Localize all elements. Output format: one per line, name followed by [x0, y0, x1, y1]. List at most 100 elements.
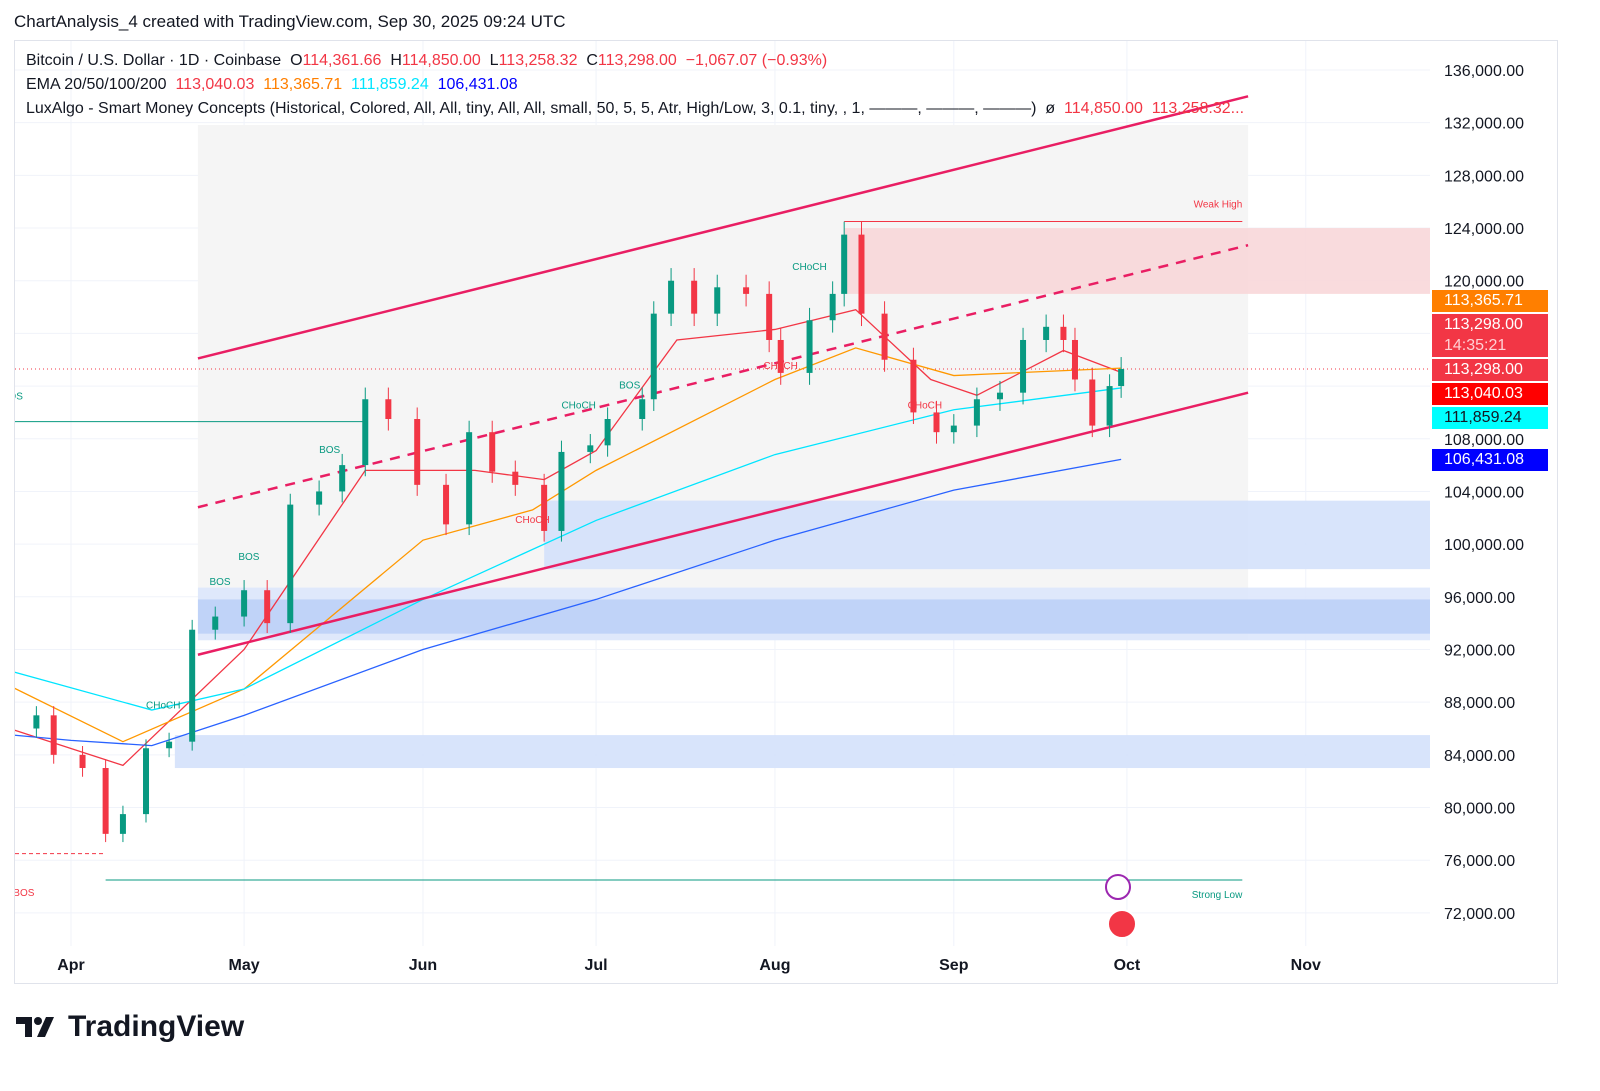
- ema-name[interactable]: EMA 20/50/100/200: [26, 76, 167, 93]
- chart-frame[interactable]: [14, 40, 1558, 984]
- x-tick-label: Oct: [1114, 957, 1141, 974]
- candle-body: [1106, 386, 1113, 426]
- candle-body: [996, 392, 1003, 400]
- structure-label: CHoCH: [763, 361, 797, 372]
- y-tick-label: 108,000.00: [1444, 432, 1524, 449]
- candle-body: [650, 313, 657, 400]
- candle-body: [604, 419, 611, 446]
- symbol-name[interactable]: Bitcoin / U.S. Dollar · 1D · Coinbase: [26, 52, 282, 69]
- price-scale-label: 113,040.03: [1432, 383, 1548, 405]
- candle-body: [858, 234, 865, 314]
- candle-body: [933, 412, 940, 433]
- structure-label: BOS: [209, 577, 230, 588]
- candle-body: [973, 399, 980, 426]
- candle-body: [1060, 326, 1067, 340]
- smc-symbol: ø: [1045, 100, 1056, 117]
- candle-body: [714, 287, 721, 314]
- candle-body: [512, 471, 519, 485]
- level-label: Strong Low: [1192, 890, 1243, 901]
- tradingview-logo[interactable]: TradingView: [16, 1010, 244, 1044]
- price-scale-label: 113,298.00: [1432, 359, 1548, 381]
- smc-legend: LuxAlgo - Smart Money Concepts (Historic…: [26, 100, 1244, 118]
- low-value: 113,258.32: [498, 52, 578, 69]
- candle-body: [385, 399, 392, 420]
- candle-body: [639, 399, 646, 420]
- candle-body: [558, 451, 565, 531]
- y-tick-label: 96,000.00: [1444, 590, 1515, 607]
- high-value: 114,850.00: [401, 52, 481, 69]
- candle-body: [950, 425, 957, 433]
- order-block-zone: [844, 228, 1430, 294]
- y-tick-label: 124,000.00: [1444, 221, 1524, 238]
- candle-body: [50, 715, 57, 755]
- x-tick-label: Aug: [759, 957, 790, 974]
- high-label: H: [390, 52, 402, 69]
- candle-body: [777, 339, 784, 373]
- candle-body: [743, 287, 750, 294]
- candle-body: [119, 814, 126, 834]
- structure-label: CHoCH: [515, 515, 549, 526]
- price-scale-label: 113,298.00: [1432, 314, 1548, 336]
- ema50-value: 113,365.71: [263, 76, 343, 93]
- candle-body: [241, 590, 248, 617]
- channel-upper-line: [197, 95, 1249, 360]
- ema200-value: 106,431.08: [437, 76, 518, 93]
- x-tick-label: May: [229, 957, 260, 974]
- smc-name[interactable]: LuxAlgo - Smart Money Concepts (Historic…: [26, 100, 1037, 117]
- structure-label: BOS: [619, 381, 640, 392]
- candle-body: [414, 419, 421, 485]
- candle-body: [212, 616, 219, 630]
- ema-legend: EMA 20/50/100/200 113,040.03 113,365.71 …: [26, 76, 518, 94]
- y-tick-label: 80,000.00: [1444, 801, 1515, 818]
- order-block-zone: [197, 599, 1430, 634]
- plot-area: Weak High Strong Low BOS BOS CHoCH BOS BOS BOS C…: [15, 41, 1430, 946]
- candle-body: [316, 491, 323, 505]
- ema20-value: 113,040.03: [175, 76, 255, 93]
- level-label: Weak High: [1194, 199, 1243, 210]
- candle-body: [1071, 339, 1078, 380]
- ema-200-line: [15, 458, 1122, 747]
- candle-body: [264, 590, 271, 624]
- close-value: 113,298.00: [597, 52, 677, 69]
- us-flag-icon: [1107, 909, 1137, 939]
- y-tick-label: 104,000.00: [1444, 484, 1524, 501]
- change-value: −1,067.07 (−0.93%): [685, 52, 828, 69]
- candle-body: [466, 432, 473, 525]
- candle-body: [1118, 368, 1125, 387]
- candle-body: [362, 399, 369, 466]
- candle-body: [1043, 326, 1050, 340]
- ema-100-line: [15, 387, 1122, 711]
- y-tick-label: 72,000.00: [1444, 906, 1515, 923]
- candle-body: [881, 313, 888, 360]
- y-tick-label: 132,000.00: [1444, 116, 1524, 133]
- y-tick-label: 84,000.00: [1444, 748, 1515, 765]
- event-icon: [1105, 874, 1131, 900]
- candle-body: [287, 504, 294, 624]
- order-block-zone: [544, 500, 1430, 570]
- structure-label: CHoCH: [908, 400, 942, 411]
- x-tick-label: Apr: [57, 957, 85, 974]
- candle-body: [102, 768, 109, 834]
- candle-body: [541, 484, 548, 531]
- y-tick-label: 120,000.00: [1444, 274, 1524, 291]
- smc-value-1: 114,850.00: [1064, 100, 1143, 117]
- candle-body: [1089, 379, 1096, 426]
- candle-body: [189, 629, 196, 742]
- x-tick-label: Sep: [939, 957, 969, 974]
- price-scale-label: 106,431.08: [1432, 449, 1548, 471]
- price-scale-label: 14:35:21: [1432, 335, 1548, 357]
- logo-text: TradingView: [68, 1010, 245, 1043]
- chart-title: ChartAnalysis_4 created with TradingView…: [14, 12, 566, 31]
- x-tick-label: Jun: [409, 957, 437, 974]
- candle-body: [691, 280, 698, 314]
- y-tick-label: 88,000.00: [1444, 695, 1515, 712]
- structure-label: CHoCH: [792, 262, 826, 273]
- x-tick-label: Nov: [1291, 957, 1321, 974]
- price-scale-label: 113,365.71: [1432, 290, 1548, 312]
- y-tick-label: 76,000.00: [1444, 853, 1515, 870]
- candle-body: [841, 234, 848, 294]
- channel-middle-line: [197, 243, 1249, 509]
- candle-body: [143, 748, 150, 815]
- smc-value-2: 113,258.32...: [1151, 100, 1245, 117]
